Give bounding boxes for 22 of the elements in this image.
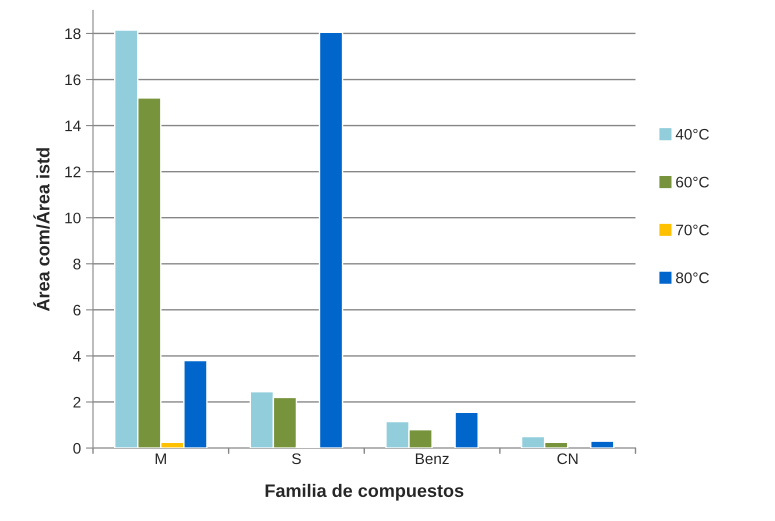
- legend-label: 70°C: [676, 224, 709, 236]
- bar: [454, 412, 479, 448]
- y-tick-label: 4: [73, 350, 81, 362]
- x-tick-label: Benz: [416, 453, 449, 464]
- x-tick-label: M: [156, 453, 166, 464]
- x-tick-label: CN: [557, 453, 578, 464]
- bar: [590, 440, 614, 448]
- y-tick-label: 10: [65, 212, 81, 224]
- y-tick-label: 6: [73, 304, 81, 316]
- x-axis-title: Familia de compuestos: [266, 484, 464, 501]
- legend-label: 40°C: [676, 128, 709, 140]
- x-tick-label: S: [292, 453, 301, 464]
- y-tick-label: 16: [65, 74, 81, 86]
- y-tick-label: 8: [73, 258, 81, 270]
- y-tick-label: 2: [73, 396, 80, 408]
- y-tick-label: 12: [65, 166, 80, 178]
- y-axis-title: Área com/Área istd: [33, 148, 50, 312]
- y-tick-label: 18: [65, 28, 81, 40]
- y-tick-label: 0: [73, 442, 81, 454]
- legend-label: 60°C: [676, 176, 709, 188]
- y-tick-label: 14: [65, 120, 81, 132]
- legend-label: 80°C: [676, 272, 709, 284]
